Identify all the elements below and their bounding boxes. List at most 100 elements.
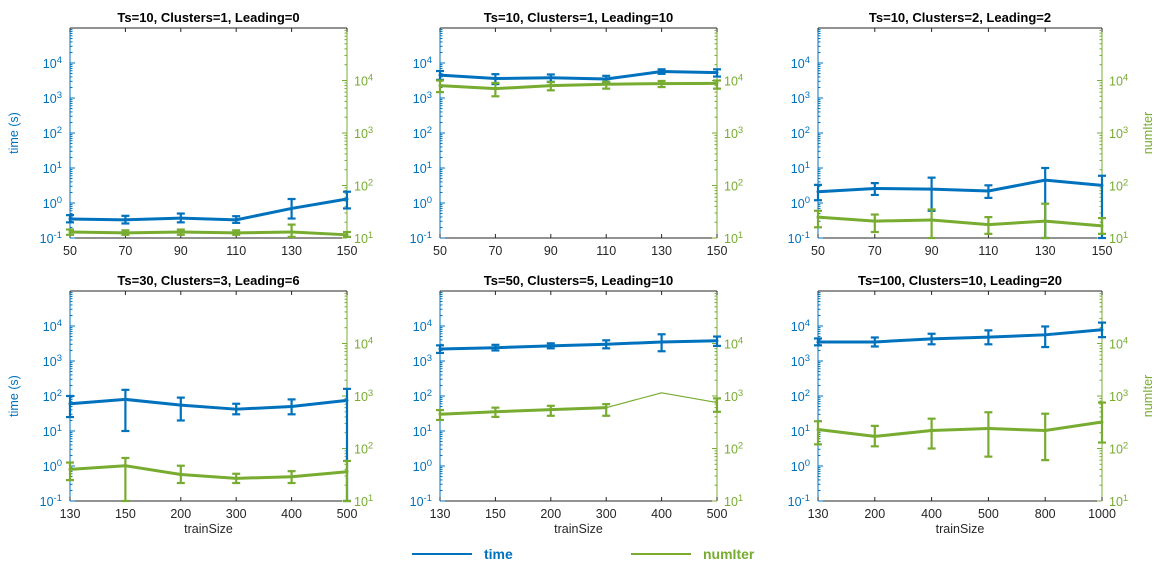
series-line-segment bbox=[234, 405, 294, 411]
error-bar bbox=[176, 212, 185, 224]
error-bar bbox=[657, 68, 666, 75]
left-tick-label: 100 bbox=[791, 458, 810, 474]
series-line-segment bbox=[660, 339, 719, 344]
subplot-6: Ts=100, Clusters=10, Leading=20 130 200 400… bbox=[788, 273, 1155, 536]
error-bar bbox=[436, 408, 444, 422]
left-tick-label: 104 bbox=[43, 55, 62, 71]
series-line-segment bbox=[549, 406, 608, 412]
left-tick-label: 104 bbox=[791, 318, 810, 334]
left-tick-label: 101 bbox=[43, 160, 62, 176]
right-tick-label: 104 bbox=[1109, 73, 1128, 89]
left-tick-label: 10-1 bbox=[410, 493, 432, 509]
error-bar bbox=[1098, 216, 1106, 235]
x-tick-label: 400 bbox=[651, 507, 672, 521]
legend-label-numIter: numIter bbox=[703, 546, 755, 562]
left-tick-label: 103 bbox=[791, 90, 810, 106]
series-line-segment bbox=[1043, 219, 1104, 228]
series-line-segment bbox=[290, 230, 349, 237]
series-line-segment bbox=[493, 76, 553, 81]
subplot-1: Ts=10, Clusters=1, Leading=0 50 70 90 110 130… bbox=[7, 10, 373, 258]
error-bar bbox=[984, 184, 993, 199]
series-line-segment bbox=[986, 333, 1047, 339]
subplot-title: Ts=10, Clusters=1, Leading=10 bbox=[484, 10, 673, 25]
series-line-segment bbox=[290, 197, 349, 210]
error-bar bbox=[870, 336, 879, 348]
series-line-segment bbox=[873, 337, 934, 344]
error-bar bbox=[927, 332, 936, 346]
series-numIter bbox=[66, 223, 351, 238]
right-tick-label: 101 bbox=[354, 493, 373, 509]
right-tick-label: 104 bbox=[1109, 336, 1128, 352]
series-line-segment bbox=[604, 340, 664, 346]
error-bar bbox=[343, 230, 351, 238]
series-numIter bbox=[436, 79, 721, 98]
x-tick-label: 400 bbox=[921, 507, 942, 521]
subplot-3: Ts=10, Clusters=2, Leading=2 50 70 90 110 130… bbox=[788, 10, 1155, 258]
left-tick-label: 101 bbox=[43, 423, 62, 439]
right-tick-label: 102 bbox=[1109, 441, 1128, 457]
left-tick-label: 103 bbox=[791, 353, 810, 369]
error-bar bbox=[984, 329, 993, 346]
x-tick-label: 1000 bbox=[1088, 507, 1116, 521]
error-bar bbox=[287, 398, 296, 416]
series-line-segment bbox=[438, 73, 497, 81]
x-tick-label: 130 bbox=[651, 244, 672, 258]
series-line-segment bbox=[123, 216, 183, 222]
x-tick-label: 150 bbox=[1092, 244, 1113, 258]
y-axis-label-left: time (s) bbox=[7, 112, 21, 154]
right-tick-label: 103 bbox=[1109, 125, 1128, 141]
error-bar bbox=[713, 397, 721, 413]
series-line-segment bbox=[604, 82, 664, 86]
left-tick-label: 10-1 bbox=[788, 493, 810, 509]
left-tick-label: 100 bbox=[791, 195, 810, 211]
error-bar bbox=[870, 182, 879, 197]
error-bar bbox=[287, 197, 296, 220]
error-bar bbox=[66, 394, 74, 419]
right-tick-label: 103 bbox=[1109, 388, 1128, 404]
right-tick-label: 104 bbox=[724, 73, 743, 89]
error-bar bbox=[713, 335, 721, 348]
series-line-segment bbox=[660, 392, 718, 404]
subplot-title: Ts=10, Clusters=2, Leading=2 bbox=[869, 10, 1051, 25]
error-bar bbox=[546, 81, 555, 92]
left-tick-label: 100 bbox=[413, 458, 432, 474]
error-bar bbox=[232, 215, 241, 225]
x-tick-label: 70 bbox=[118, 244, 132, 258]
series-time bbox=[436, 333, 721, 355]
series-line-segment bbox=[123, 397, 183, 407]
right-tick-label: 102 bbox=[724, 441, 743, 457]
right-tick-label: 103 bbox=[724, 388, 743, 404]
error-bar bbox=[927, 208, 936, 240]
x-tick-label: 90 bbox=[925, 244, 939, 258]
error-bar bbox=[491, 81, 500, 98]
series-line-segment bbox=[290, 398, 349, 409]
right-tick-label: 102 bbox=[724, 178, 743, 194]
left-tick-label: 102 bbox=[43, 388, 62, 404]
error-bar bbox=[1041, 412, 1050, 462]
error-bar bbox=[657, 79, 666, 89]
error-bar bbox=[1041, 202, 1050, 240]
left-tick-label: 101 bbox=[791, 423, 810, 439]
right-tick-label: 101 bbox=[354, 230, 373, 246]
x-tick-label: 400 bbox=[281, 507, 302, 521]
x-tick-label: 50 bbox=[63, 244, 77, 258]
left-tick-label: 102 bbox=[791, 125, 810, 141]
series-time bbox=[66, 190, 351, 225]
left-tick-label: 104 bbox=[791, 55, 810, 71]
error-bar bbox=[343, 190, 351, 210]
right-tick-label: 103 bbox=[354, 125, 373, 141]
x-tick-label: 130 bbox=[281, 244, 302, 258]
y-axis-label-right: numIter bbox=[1141, 112, 1155, 154]
x-tick-label: 130 bbox=[60, 507, 81, 521]
series-line-segment bbox=[816, 428, 877, 438]
subplot-title: Ts=50, Clusters=5, Leading=10 bbox=[484, 273, 673, 288]
series-time bbox=[814, 321, 1106, 349]
error-bar bbox=[176, 464, 185, 485]
series-line-segment bbox=[493, 344, 553, 350]
subplot-4: Ts=30, Clusters=3, Leading=6 130 150 200 300… bbox=[7, 273, 373, 536]
left-tick-label: 102 bbox=[413, 388, 432, 404]
series-line-segment bbox=[234, 206, 294, 222]
series-line-segment bbox=[68, 217, 127, 222]
series-line-segment bbox=[438, 410, 497, 416]
right-tick-label: 101 bbox=[724, 230, 743, 246]
